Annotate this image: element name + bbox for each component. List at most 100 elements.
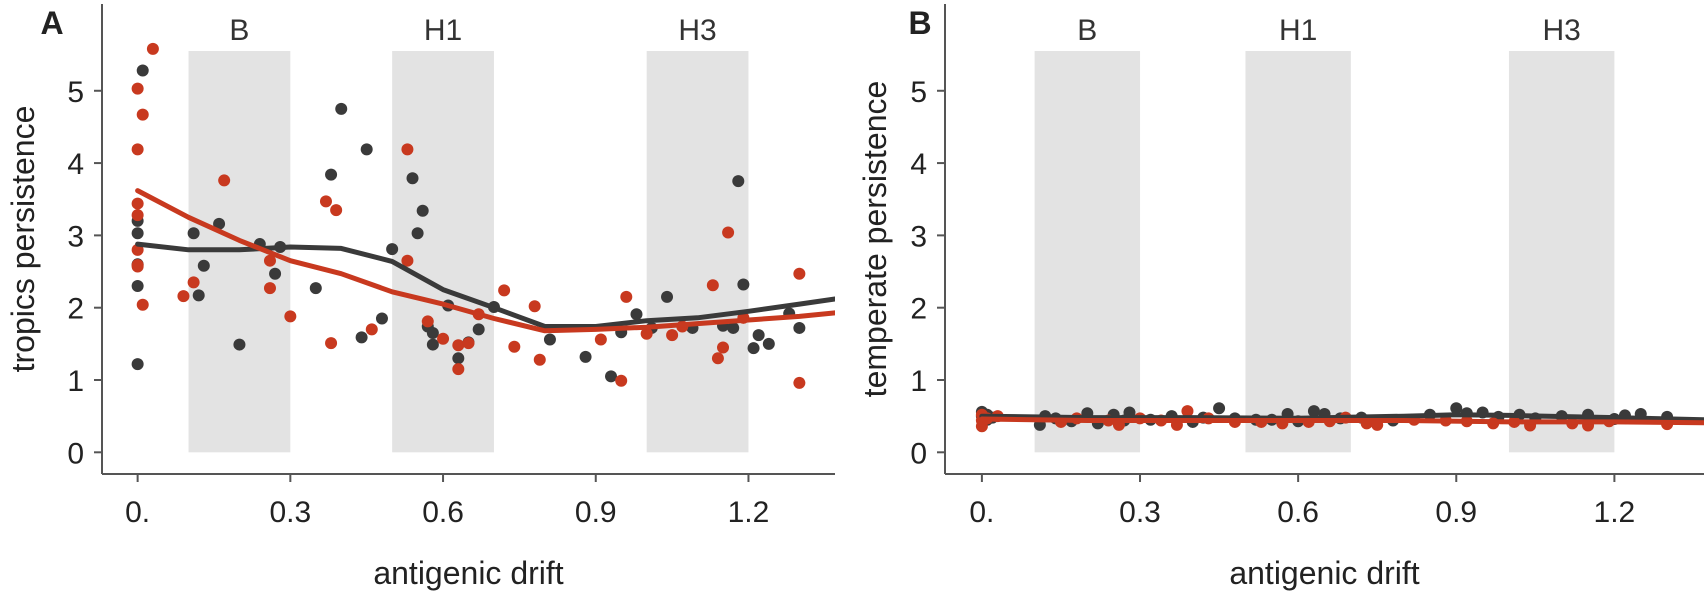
- band-b: [1034, 51, 1141, 453]
- data-point: [131, 358, 144, 371]
- data-point: [136, 298, 149, 311]
- band-label-h3: H3: [678, 14, 716, 47]
- plot-area: [975, 402, 1704, 433]
- data-point: [187, 276, 200, 289]
- y-tick-label: 4: [910, 148, 927, 181]
- data-point: [793, 376, 806, 389]
- y-tick-label: 3: [910, 220, 927, 253]
- data-point: [747, 342, 760, 355]
- data-point: [319, 195, 332, 208]
- data-point: [594, 333, 607, 346]
- data-point: [386, 243, 399, 256]
- data-point: [640, 327, 653, 340]
- data-point: [421, 315, 434, 328]
- trend-line: [135, 188, 835, 334]
- band-h3: [1508, 51, 1615, 453]
- band-label-b: B: [1077, 14, 1097, 47]
- data-point: [335, 102, 348, 115]
- y-tick-label: 0: [67, 437, 84, 470]
- band-h1: [1245, 51, 1351, 453]
- y-tick-label: 1: [910, 365, 927, 398]
- x-tick-label: 0.: [969, 496, 994, 529]
- y-tick-label: 2: [67, 293, 84, 326]
- y-tick-label: 2: [910, 293, 927, 326]
- data-point: [717, 341, 730, 354]
- data-point: [605, 370, 618, 383]
- band-label-b: B: [229, 14, 249, 47]
- data-point: [630, 308, 643, 321]
- data-point: [401, 254, 414, 267]
- y-axis-title: temperate persistence: [857, 81, 893, 398]
- data-point: [462, 337, 475, 350]
- y-tick-label: 5: [910, 76, 927, 109]
- band-label-h3: H3: [1543, 14, 1581, 47]
- data-point: [472, 323, 485, 336]
- panel-label: B: [908, 5, 931, 41]
- data-point: [218, 174, 231, 187]
- data-point: [269, 267, 282, 280]
- data-point: [1213, 402, 1226, 415]
- x-tick-label: 0.9: [1435, 496, 1477, 529]
- data-point: [737, 278, 750, 291]
- data-point: [661, 290, 674, 303]
- data-point: [187, 227, 200, 240]
- x-tick-label: 0.6: [422, 496, 464, 529]
- data-point: [1450, 402, 1463, 415]
- data-point: [213, 217, 226, 230]
- data-point: [233, 338, 246, 351]
- data-point: [330, 204, 343, 217]
- x-tick-label: 0.6: [1277, 496, 1319, 529]
- data-point: [752, 329, 765, 342]
- data-point: [615, 374, 628, 387]
- data-point: [426, 338, 439, 351]
- data-point: [722, 226, 735, 239]
- data-point: [263, 282, 276, 295]
- data-point: [762, 337, 775, 350]
- data-point: [793, 267, 806, 280]
- y-tick-label: 0: [910, 437, 927, 470]
- data-point: [375, 312, 388, 325]
- y-tick-label: 3: [67, 220, 84, 253]
- x-tick-label: 0.3: [1119, 496, 1161, 529]
- panel-a: B H1 H3 0 1 2 3 4 5 0. 0.3 0.6 0.9 1.2 antigenic drift…: [5, 4, 835, 591]
- x-axis-title: antigenic drift: [1229, 555, 1419, 591]
- data-point: [508, 340, 521, 353]
- data-point: [309, 282, 322, 295]
- band-label-h1: H1: [424, 14, 462, 47]
- data-point: [411, 227, 424, 240]
- data-point: [732, 175, 745, 188]
- data-point: [1307, 405, 1320, 418]
- x-tick-label: 1.2: [1594, 496, 1636, 529]
- data-point: [452, 339, 465, 352]
- plot-area: [131, 42, 835, 389]
- data-point: [416, 204, 429, 217]
- band-h3: [646, 51, 749, 453]
- x-tick-label: 0.: [125, 496, 150, 529]
- trend-line: [979, 412, 1704, 423]
- x-tick-label: 0.3: [269, 496, 311, 529]
- data-point: [131, 260, 144, 273]
- data-point: [284, 310, 297, 323]
- data-point: [437, 332, 450, 345]
- data-point: [706, 279, 719, 292]
- data-point: [620, 290, 633, 303]
- data-point: [131, 209, 144, 222]
- y-tick-label: 4: [67, 148, 84, 181]
- data-point: [146, 42, 159, 55]
- band-h1: [392, 51, 494, 453]
- data-point: [131, 82, 144, 95]
- data-point: [136, 64, 149, 77]
- data-point: [365, 323, 378, 336]
- data-point: [360, 143, 373, 156]
- data-point: [355, 331, 368, 344]
- data-point: [406, 172, 419, 185]
- data-point: [793, 321, 806, 334]
- data-point: [192, 289, 205, 302]
- y-tick-label: 1: [67, 365, 84, 398]
- data-point: [131, 280, 144, 292]
- data-point: [711, 352, 724, 365]
- data-point: [498, 284, 511, 297]
- data-point: [177, 290, 190, 303]
- data-point: [1181, 405, 1194, 418]
